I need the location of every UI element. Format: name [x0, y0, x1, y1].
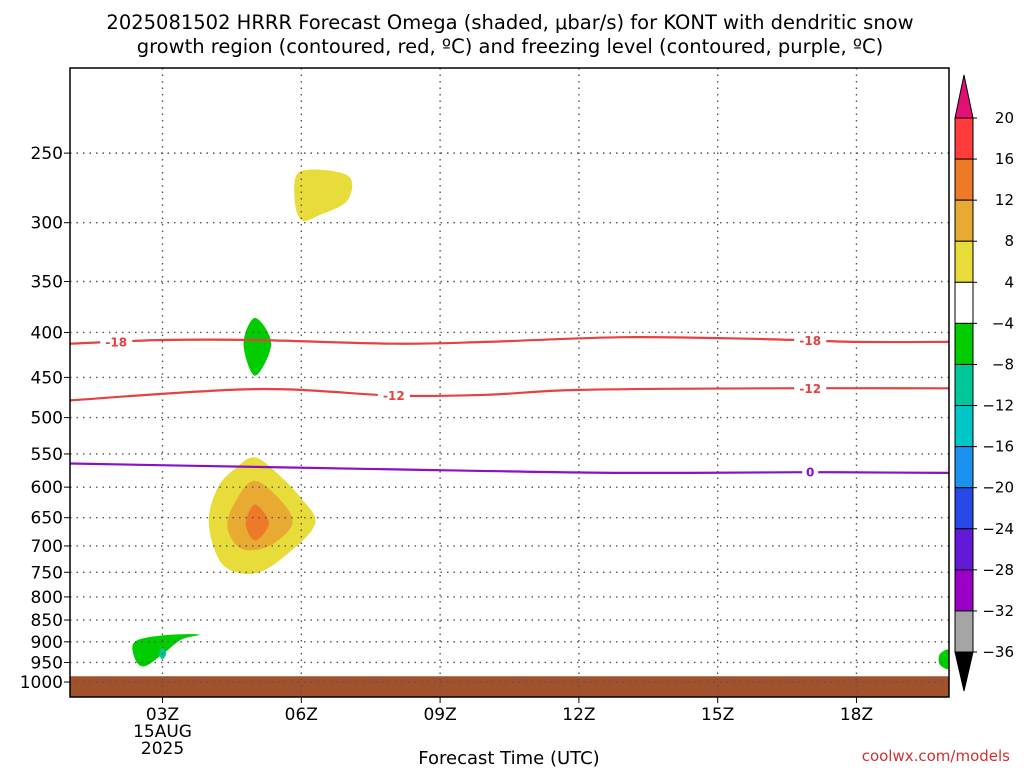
contour-label-bg [802, 465, 819, 480]
colorbar-swatch [954, 117, 974, 160]
x-tick-label: 03Z [146, 705, 179, 725]
colorbar-level-label: −36 [982, 643, 1014, 661]
omega-region [245, 504, 269, 541]
x-tick-year: 2025 [141, 739, 184, 759]
x-tick-label: 18Z [840, 705, 873, 725]
colorbar-swatch [954, 610, 974, 653]
x-tick-label: 06Z [285, 705, 318, 725]
colorbar-level-label: −24 [982, 520, 1014, 538]
contour-label: -18 [105, 335, 127, 349]
y-tick-label: 800 [31, 588, 63, 608]
contour-label-bg [794, 381, 827, 396]
contour-label-bg [100, 334, 133, 349]
colorbar-level-label: 8 [1004, 232, 1014, 250]
colorbar-swatch [954, 405, 974, 448]
y-tick-label: 500 [31, 409, 63, 429]
y-tick-label: 750 [31, 563, 63, 583]
colorbar-level-label: −8 [992, 355, 1014, 373]
contour-label-bg [377, 388, 410, 403]
y-tick-label: 900 [31, 633, 63, 653]
x-tick-label: 15Z [701, 705, 734, 725]
colorbar-swatch [954, 569, 974, 612]
grid-lines [70, 68, 949, 697]
x-axis-label: Forecast Time (UTC) [418, 748, 599, 768]
colorbar-swatch [954, 158, 974, 201]
colorbar-level-label: −16 [982, 438, 1014, 456]
colorbar-bottom-arrow [954, 651, 974, 692]
y-tick-label: 950 [31, 653, 63, 673]
colorbar-swatch [954, 363, 974, 407]
colorbar-level-label: −20 [982, 479, 1014, 497]
x-tick-date: 15AUG [133, 722, 192, 742]
y-tick-label: 250 [31, 144, 63, 164]
chart-title-line-1: 2025081502 HRRR Forecast Omega (shaded, … [106, 11, 913, 34]
y-tick-label: 600 [31, 478, 63, 498]
colorbar-swatch [954, 487, 974, 530]
y-tick-label: 850 [31, 611, 63, 631]
colorbar-level-label: −28 [982, 561, 1014, 579]
y-tick-label: 550 [31, 445, 63, 465]
y-tick-label: 700 [31, 537, 63, 557]
colorbar-level-label: 4 [1004, 273, 1014, 291]
y-tick-label: 650 [31, 509, 63, 529]
colorbar-top-arrow [954, 74, 974, 119]
contour-label-bg [794, 333, 827, 348]
colorbar-swatch [954, 446, 974, 489]
chart-title-line-2: growth region (contoured, red, ºC) and f… [137, 35, 884, 58]
colorbar-level-label: −32 [982, 602, 1014, 620]
plot-frame [69, 67, 950, 698]
y-tick-label: 350 [31, 273, 63, 293]
y-tick-label: 300 [31, 214, 63, 234]
colorbar: 20 16 12 8 4 −4 −8 −12 −16 −20 −24 −28 −32 −36 [954, 74, 1014, 692]
colorbar-level-label: 16 [995, 150, 1014, 168]
contour-label: -12 [383, 389, 405, 403]
ground-terrain [70, 676, 949, 697]
colorbar-swatch [954, 528, 974, 571]
colorbar-level-label: −4 [992, 314, 1014, 332]
omega-region [294, 169, 353, 222]
temperature-contours: -18 -18 -12 -12 0 [69, 333, 950, 480]
omega-shaded-regions [132, 169, 949, 670]
colorbar-swatch [954, 240, 974, 283]
colorbar-level-label: −12 [982, 397, 1014, 415]
contour-label: -12 [799, 382, 821, 396]
x-tick-label: 09Z [423, 705, 456, 725]
y-tick-label: 400 [31, 323, 63, 343]
colorbar-level-label: 20 [995, 109, 1014, 127]
credit-text: coolwx.com/models [862, 747, 1010, 765]
y-tick-label: 1000 [20, 673, 63, 693]
contour-line [69, 387, 950, 402]
omega-region [938, 649, 949, 670]
contour-label: 0 [806, 466, 814, 480]
colorbar-swatch [954, 199, 974, 242]
y-axis-pressure-ticks: 2503003504004505005506006507007508008509… [20, 144, 70, 693]
colorbar-level-label: 12 [995, 191, 1014, 209]
plot-area: -18 -18 -12 -12 0 [69, 67, 950, 698]
x-tick-label: 12Z [562, 705, 595, 725]
omega-region [243, 317, 272, 376]
colorbar-swatch [954, 322, 974, 365]
y-tick-label: 450 [31, 368, 63, 388]
contour-label: -18 [799, 334, 821, 348]
colorbar-swatch [954, 281, 974, 324]
